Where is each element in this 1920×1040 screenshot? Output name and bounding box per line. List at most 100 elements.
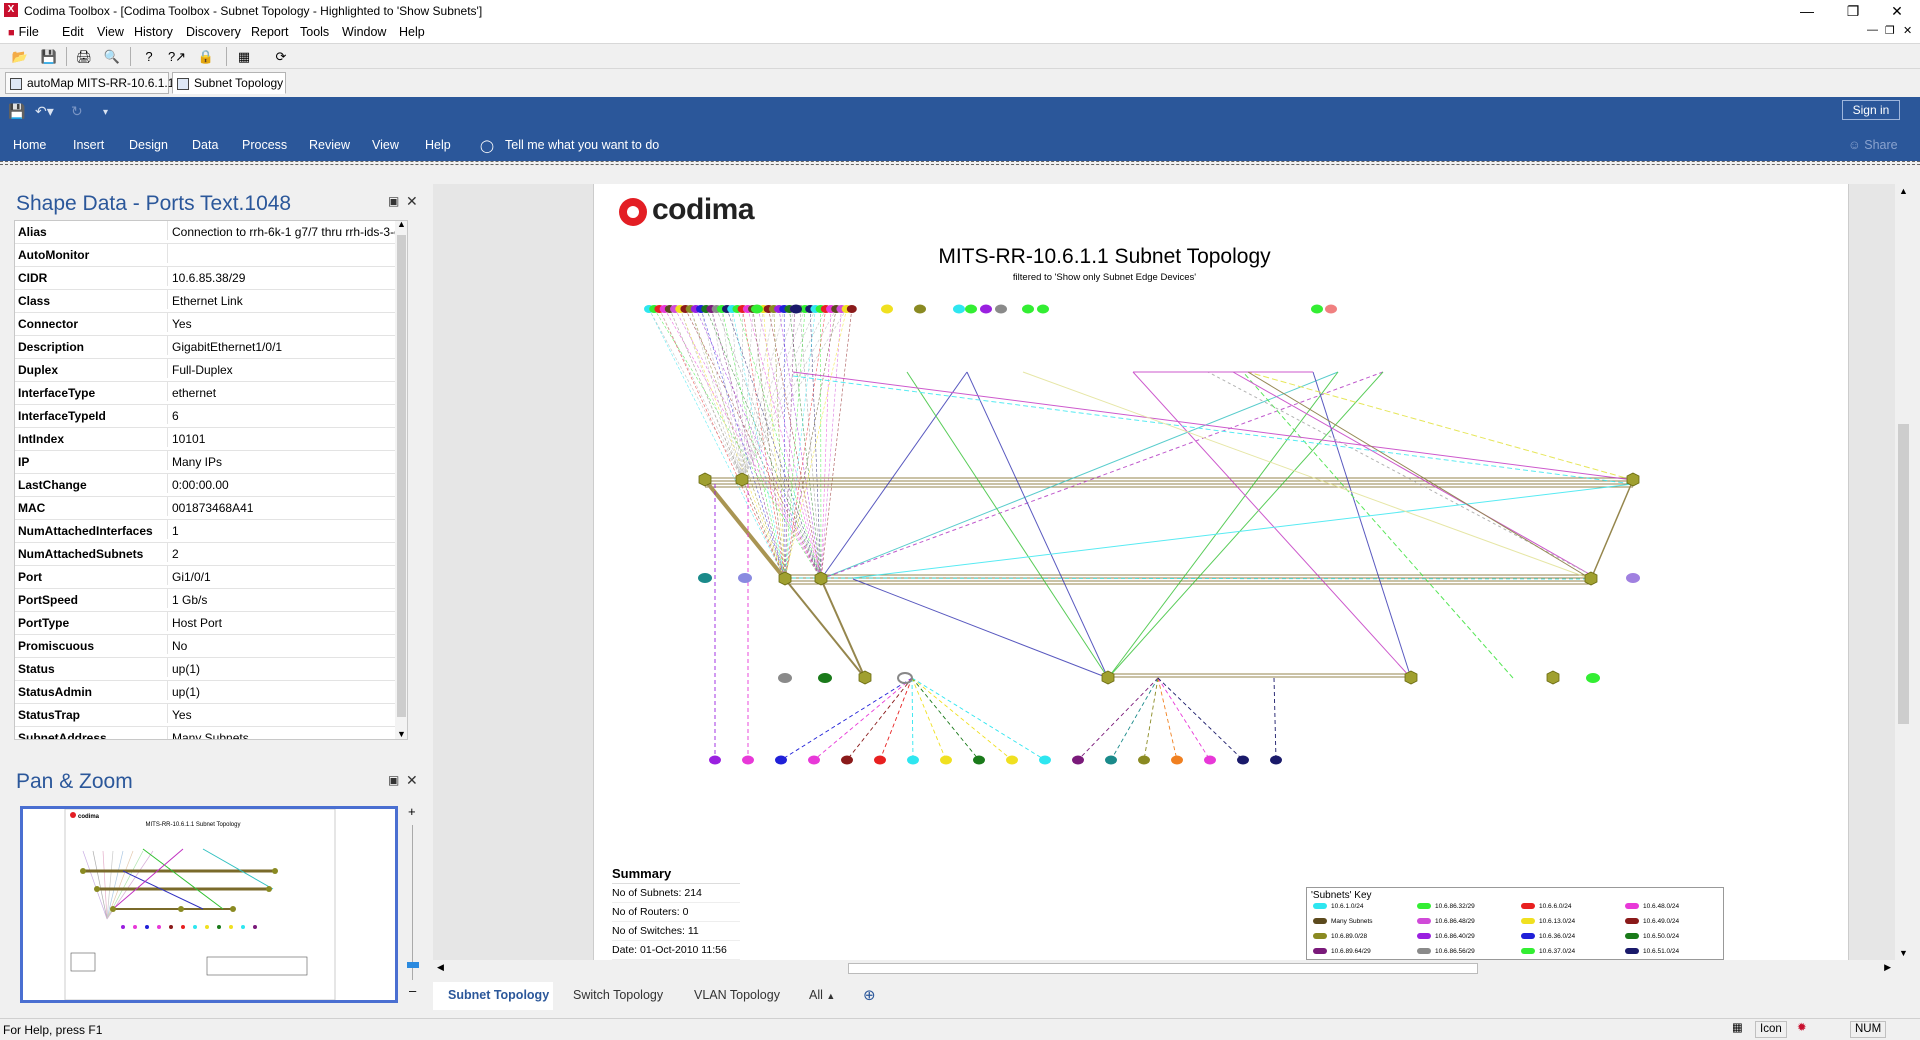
pin-icon[interactable]: ▣ — [388, 194, 400, 208]
zoom-in-icon[interactable]: + — [408, 804, 416, 819]
property-row[interactable]: SubnetAddress Many Subnets — [15, 727, 403, 739]
tab-vlan-topology[interactable]: VLAN Topology — [694, 988, 780, 1002]
property-row[interactable]: Promiscuous No — [15, 635, 403, 658]
property-row[interactable]: AutoMonitor — [15, 244, 403, 267]
property-value[interactable]: Many Subnets — [167, 727, 401, 739]
property-row[interactable]: PortType Host Port — [15, 612, 403, 635]
property-value[interactable]: 1 Gb/s — [167, 589, 401, 608]
open-icon[interactable]: 📂 — [11, 49, 29, 64]
property-value[interactable]: 6 — [167, 405, 401, 424]
property-value[interactable]: Host Port — [167, 612, 401, 631]
property-value[interactable]: GigabitEthernet1/0/1 — [167, 336, 401, 355]
sign-in-button[interactable]: Sign in — [1842, 100, 1900, 120]
close-button[interactable]: ✕ — [1891, 3, 1903, 19]
property-value[interactable]: No — [167, 635, 401, 654]
scrollbar-thumb[interactable] — [397, 235, 406, 717]
mdi-restore-icon[interactable]: ❐ — [1885, 25, 1895, 37]
share-button[interactable]: ☺ Share — [1848, 138, 1898, 152]
property-value[interactable]: 10101 — [167, 428, 401, 447]
find-icon[interactable]: 🔍 — [103, 49, 121, 64]
property-row[interactable]: NumAttachedInterfaces 1 — [15, 520, 403, 543]
menu-edit[interactable]: Edit — [62, 25, 84, 39]
menu-view[interactable]: View — [97, 25, 124, 39]
property-value[interactable]: up(1) — [167, 658, 401, 677]
tell-me-search[interactable]: Tell me what you want to do — [505, 138, 660, 152]
grid-icon[interactable]: ▦ — [237, 49, 251, 64]
mdi-close-icon[interactable]: ✕ — [1903, 25, 1913, 37]
property-value[interactable]: Yes — [167, 704, 401, 723]
property-row[interactable]: NumAttachedSubnets 2 — [15, 543, 403, 566]
property-row[interactable]: Port Gi1/0/1 — [15, 566, 403, 589]
property-row[interactable]: MAC 001873468A41 — [15, 497, 403, 520]
zoom-slider[interactable]: + – — [406, 804, 420, 1001]
tab-design[interactable]: Design — [129, 138, 168, 152]
tab-data[interactable]: Data — [192, 138, 219, 152]
doc-tab-automap[interactable]: autoMap MITS-RR-10.6.1.1 — [5, 72, 174, 94]
scroll-down-icon[interactable]: ▼ — [397, 729, 406, 739]
close-icon[interactable]: ✕ — [406, 772, 418, 788]
zoom-out-icon[interactable]: – — [409, 983, 417, 998]
menu-file[interactable]: ■ File — [8, 25, 39, 39]
menu-discovery[interactable]: Discovery — [186, 25, 241, 39]
property-row[interactable]: LastChange 0:00:00.00 — [15, 474, 403, 497]
property-value[interactable]: Yes — [167, 313, 401, 332]
property-row[interactable]: IntIndex 10101 — [15, 428, 403, 451]
vertical-scrollbar[interactable]: ▲ ▼ — [1895, 184, 1912, 960]
save-icon[interactable]: 💾 — [40, 49, 58, 64]
tab-switch-topology[interactable]: Switch Topology — [573, 988, 664, 1002]
minimize-button[interactable]: — — [1800, 3, 1814, 19]
help-icon[interactable]: ? — [145, 49, 153, 64]
scroll-down-icon[interactable]: ▼ — [1899, 948, 1908, 958]
tab-view[interactable]: View — [372, 138, 399, 152]
tab-process[interactable]: Process — [242, 138, 288, 152]
zoom-thumb[interactable] — [407, 962, 419, 968]
property-value[interactable]: up(1) — [167, 681, 401, 700]
property-row[interactable]: IP Many IPs — [15, 451, 403, 474]
menu-tools[interactable]: Tools — [300, 25, 330, 39]
drawing-page[interactable] — [593, 184, 1849, 960]
scroll-right-icon[interactable]: ▶ — [1884, 962, 1891, 972]
property-row[interactable]: StatusTrap Yes — [15, 704, 403, 727]
grid-view-icon[interactable]: ▦ — [1732, 1022, 1743, 1034]
property-row[interactable]: CIDR 10.6.85.38/29 — [15, 267, 403, 290]
property-value[interactable]: ethernet — [167, 382, 401, 401]
lock-icon[interactable]: 🔒 — [197, 49, 215, 64]
property-row[interactable]: Connector Yes — [15, 313, 403, 336]
customize-qat-icon[interactable]: ▾ — [103, 107, 109, 118]
scrollbar-thumb[interactable] — [848, 963, 1478, 974]
menu-history[interactable]: History — [134, 25, 173, 39]
add-page-icon[interactable]: ⊕ — [863, 987, 876, 1004]
tab-all[interactable]: All ▲ — [809, 988, 836, 1002]
restore-button[interactable]: ❐ — [1846, 3, 1860, 19]
context-help-icon[interactable]: ?↗ — [167, 49, 187, 64]
save-icon[interactable]: 💾 — [8, 103, 26, 119]
scrollbar-thumb[interactable] — [1898, 424, 1909, 724]
scroll-left-icon[interactable]: ◀ — [437, 962, 444, 972]
property-row[interactable]: Class Ethernet Link — [15, 290, 403, 313]
tab-help[interactable]: Help — [425, 138, 451, 152]
scroll-up-icon[interactable]: ▲ — [397, 220, 406, 229]
menu-help[interactable]: Help — [399, 25, 425, 39]
property-row[interactable]: Alias Connection to rrh-6k-1 g7/7 thru rr… — [15, 221, 403, 244]
menu-window[interactable]: Window — [342, 25, 387, 39]
property-value[interactable]: 10.6.85.38/29 — [167, 267, 401, 286]
property-row[interactable]: StatusAdmin up(1) — [15, 681, 403, 704]
refresh-icon[interactable]: ⟳ — [275, 49, 287, 64]
grid-scrollbar[interactable]: ▲ ▼ — [395, 221, 407, 739]
redo-icon[interactable]: ↻ — [71, 103, 83, 119]
property-row[interactable]: Description GigabitEthernet1/0/1 — [15, 336, 403, 359]
menu-report[interactable]: Report — [251, 25, 289, 39]
property-row[interactable]: Duplex Full-Duplex — [15, 359, 403, 382]
doc-tab-subnet-topology[interactable]: Subnet Topology — [172, 72, 286, 94]
print-icon[interactable]: 🖨 — [75, 49, 93, 64]
pan-zoom-viewport[interactable]: codima MITS-RR-10.6.1.1 Subnet Topology — [20, 806, 398, 1003]
property-value[interactable]: Many IPs — [167, 451, 401, 470]
tab-home[interactable]: Home — [13, 138, 47, 152]
property-row[interactable]: Status up(1) — [15, 658, 403, 681]
property-row[interactable]: PortSpeed 1 Gb/s — [15, 589, 403, 612]
undo-icon[interactable]: ↶▾ — [35, 103, 54, 119]
property-row[interactable]: InterfaceType ethernet — [15, 382, 403, 405]
property-value[interactable]: 1 — [167, 520, 401, 539]
mdi-minimize-icon[interactable]: — — [1867, 24, 1878, 36]
property-value[interactable]: Full-Duplex — [167, 359, 401, 378]
